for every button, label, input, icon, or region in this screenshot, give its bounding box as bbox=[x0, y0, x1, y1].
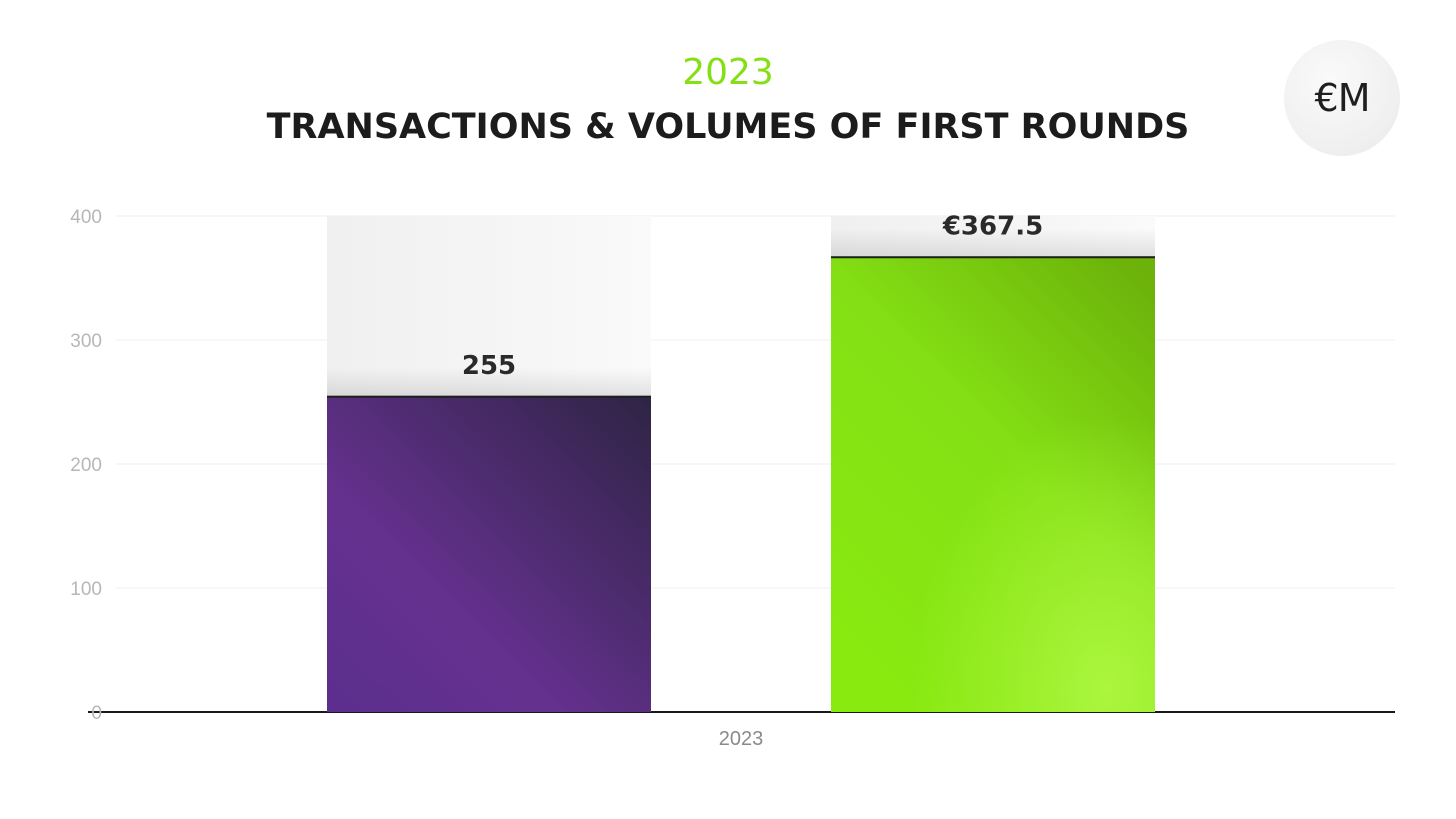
y-tick-label: 300 bbox=[70, 331, 102, 352]
y-tick-label: 100 bbox=[70, 579, 102, 600]
bar-shadow bbox=[831, 228, 1155, 257]
bar-glow bbox=[831, 256, 1155, 712]
y-tick-label: 400 bbox=[70, 207, 102, 228]
bar-track bbox=[327, 216, 651, 396]
y-tick-label: 200 bbox=[70, 455, 102, 476]
y-tick-label: 0 bbox=[91, 703, 102, 724]
brand-logo: €M bbox=[1284, 40, 1400, 156]
chart-year: 2023 bbox=[682, 52, 774, 93]
bar-purple bbox=[327, 395, 651, 712]
data-label: €367.5 bbox=[942, 211, 1043, 241]
x-tick-label: 2023 bbox=[719, 728, 764, 750]
data-label: 255 bbox=[462, 351, 516, 381]
bar-shadow bbox=[327, 367, 651, 396]
chart-title: TRANSACTIONS & VOLUMES OF FIRST ROUNDS bbox=[266, 107, 1190, 147]
